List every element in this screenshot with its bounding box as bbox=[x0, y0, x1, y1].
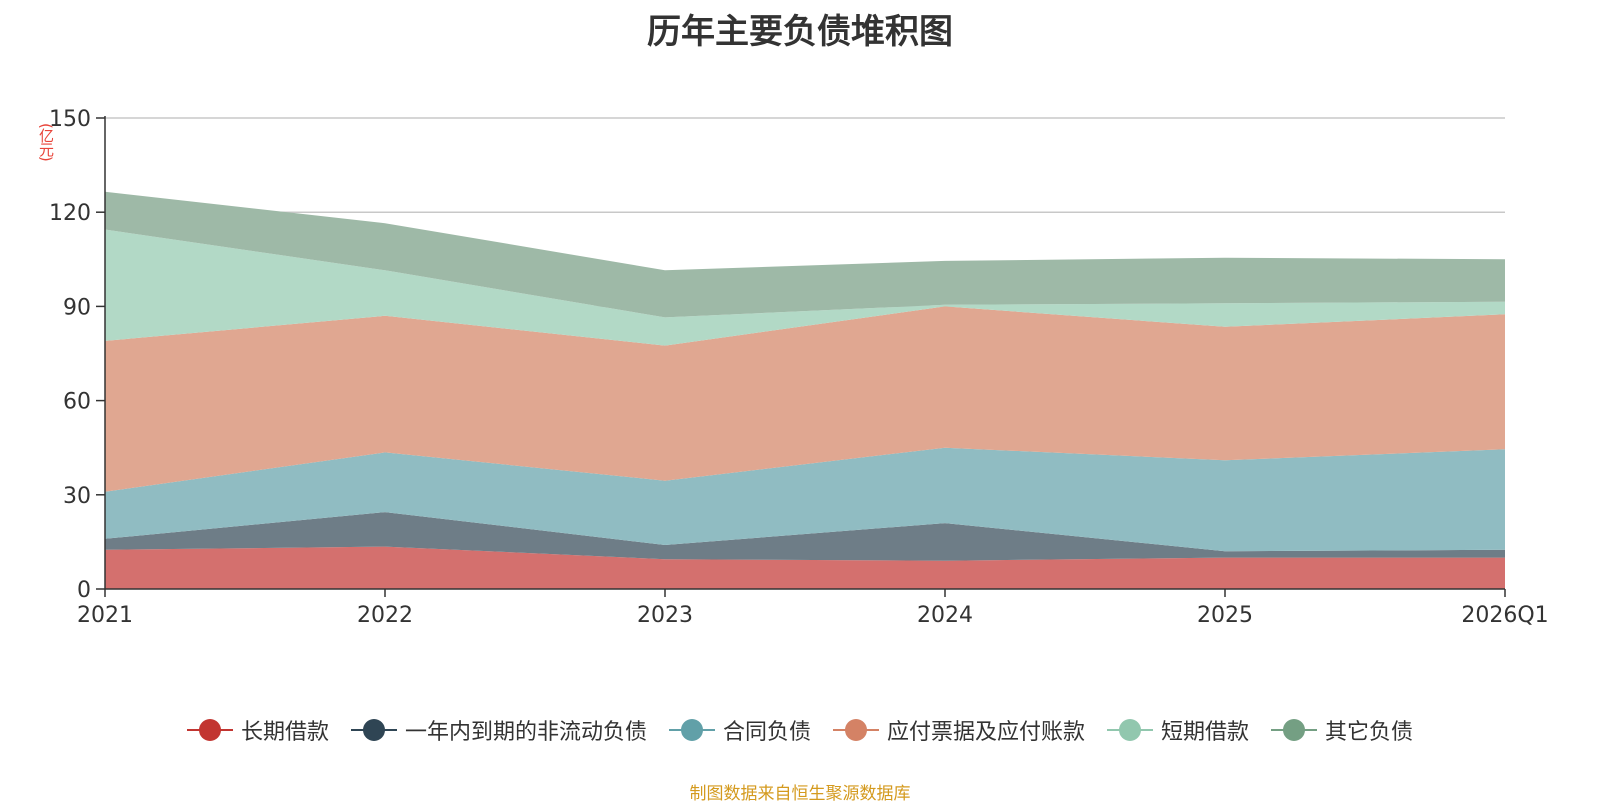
area-series-2 bbox=[105, 447, 1505, 552]
area-series bbox=[105, 191, 1505, 589]
x-tick-label: 2022 bbox=[357, 603, 413, 628]
area-series-0 bbox=[105, 546, 1505, 589]
y-axis-unit-label: (亿元) bbox=[37, 123, 55, 161]
y-tick-label: 90 bbox=[63, 295, 91, 320]
legend-marker-icon bbox=[350, 718, 397, 742]
x-tick-label: 2025 bbox=[1197, 603, 1253, 628]
legend-marker-icon bbox=[1271, 718, 1318, 742]
legend-item-5[interactable]: 其它负债 bbox=[1271, 714, 1413, 746]
data-source-note: 制图数据来自恒生聚源数据库 bbox=[689, 784, 911, 804]
x-tick-label: 2024 bbox=[917, 603, 973, 628]
x-tick-label: 2026Q1 bbox=[1461, 603, 1548, 628]
legend-label: 长期借款 bbox=[240, 720, 329, 745]
y-tick-label: 120 bbox=[49, 201, 91, 226]
y-tick-label: 150 bbox=[49, 107, 91, 132]
legend-label: 一年内到期的非流动负债 bbox=[404, 720, 647, 745]
legend-label: 其它负债 bbox=[1325, 720, 1414, 745]
legend-label: 应付票据及应付账款 bbox=[887, 720, 1086, 745]
legend-marker-icon bbox=[668, 718, 715, 742]
legend-item-1[interactable]: 一年内到期的非流动负债 bbox=[350, 714, 647, 746]
legend-marker-icon bbox=[833, 718, 879, 742]
y-tick-label: 30 bbox=[63, 484, 91, 509]
x-tick-label: 2023 bbox=[637, 603, 693, 628]
stacked-area-chart: 0 30 60 90 120 150 2021 2022 2023 2024 2025 2026Q1 bbox=[49, 107, 1549, 628]
y-tick-label: 60 bbox=[63, 390, 91, 415]
x-tick-label: 2021 bbox=[77, 603, 133, 628]
area-series-3 bbox=[105, 306, 1505, 492]
area-series-5 bbox=[105, 191, 1505, 318]
area-series-4 bbox=[105, 229, 1505, 346]
legend-item-4[interactable]: 短期借款 bbox=[1107, 714, 1249, 746]
area-series-1 bbox=[105, 512, 1505, 561]
legend-item-2[interactable]: 合同负债 bbox=[668, 714, 811, 746]
y-tick-label: 0 bbox=[77, 578, 91, 603]
legend-marker-icon bbox=[186, 718, 233, 742]
legend-item-0[interactable]: 长期借款 bbox=[186, 714, 329, 746]
legend: 长期借款 一年内到期的非流动负债 合同负债 应付票据及应付账款 短期借款 其它负债 bbox=[0, 714, 1600, 746]
chart-title: 历年主要负债堆积图 bbox=[647, 12, 953, 52]
legend-item-3[interactable]: 应付票据及应付账款 bbox=[833, 714, 1085, 746]
legend-label: 短期借款 bbox=[1161, 720, 1250, 745]
legend-marker-icon bbox=[1107, 718, 1154, 742]
legend-label: 合同负债 bbox=[722, 720, 811, 745]
axes: 0 30 60 90 120 150 2021 2022 2023 2024 2025 2026Q1 bbox=[49, 107, 1549, 628]
